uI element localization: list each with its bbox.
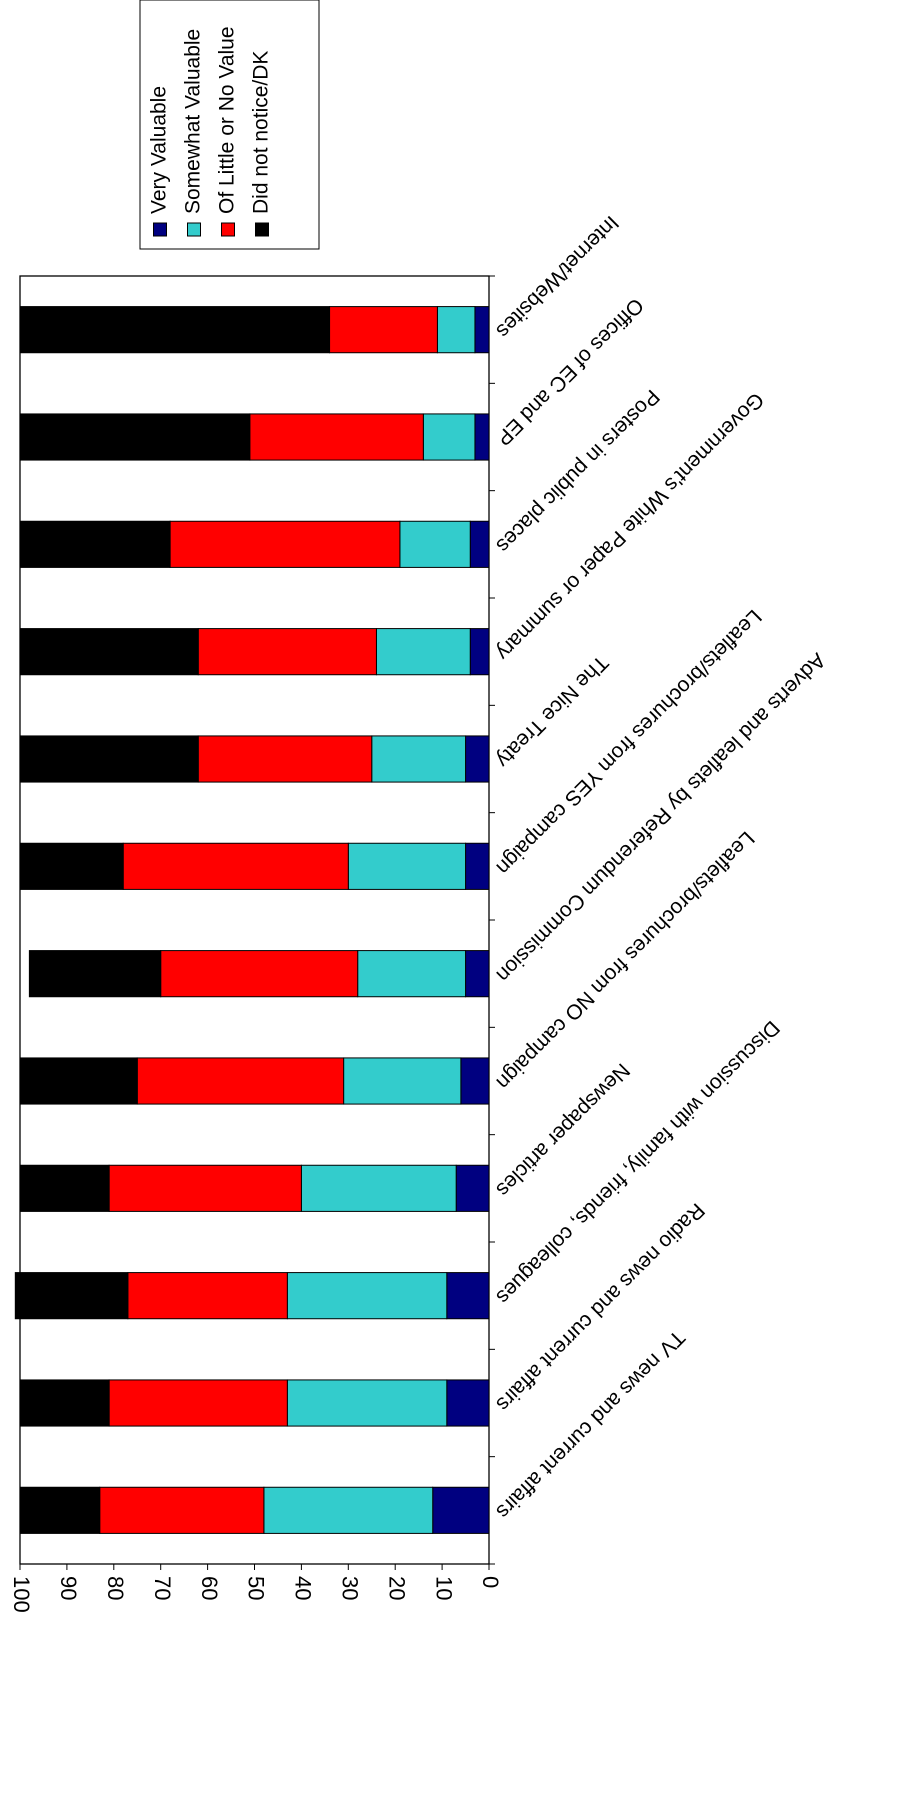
value-tick-label-50: 50 bbox=[244, 1576, 269, 1600]
bar-segment-did-not-notice-dk-4 bbox=[19, 1057, 138, 1105]
value-tick-label-30: 30 bbox=[337, 1576, 362, 1600]
bar-segment-very-valuable-10 bbox=[474, 413, 490, 461]
legend-label-did-not-notice-dk: Did not notice/DK bbox=[250, 51, 273, 214]
legend-label-of-little-or-no-value: Of Little or No Value bbox=[216, 26, 239, 214]
bar-segment-of-little-or-no-value-3 bbox=[108, 1164, 302, 1212]
bar-segment-did-not-notice-dk-0 bbox=[19, 1486, 101, 1534]
bar-segment-somewhat-valuable-6 bbox=[347, 842, 467, 890]
value-tick-label-10: 10 bbox=[431, 1576, 456, 1600]
bars bbox=[14, 306, 490, 1534]
bar-segment-somewhat-valuable-9 bbox=[399, 520, 471, 568]
legend-swatch-of-little-or-no-value bbox=[221, 222, 235, 237]
bar-segment-of-little-or-no-value-11 bbox=[329, 306, 438, 354]
bar-segment-very-valuable-2 bbox=[446, 1272, 490, 1320]
legend-label-very-valuable: Very Valuable bbox=[148, 86, 171, 214]
bar-segment-of-little-or-no-value-10 bbox=[249, 413, 424, 461]
legend-items: Very Valuable Somewhat Valuable Of Little … bbox=[148, 26, 273, 237]
bar-segment-somewhat-valuable-8 bbox=[375, 628, 471, 676]
bar-segment-did-not-notice-dk-11 bbox=[19, 306, 331, 354]
plot-root: 0 10 20 30 40 50 60 70 80 90 100 TV news and curre… bbox=[9, 0, 830, 1613]
bar-segment-very-valuable-9 bbox=[469, 520, 490, 568]
bar-segment-somewhat-valuable-1 bbox=[286, 1379, 448, 1427]
bar-segment-did-not-notice-dk-6 bbox=[19, 842, 124, 890]
bar-segment-very-valuable-1 bbox=[446, 1379, 490, 1427]
bar-segment-somewhat-valuable-2 bbox=[286, 1272, 448, 1320]
value-tick-label-40: 40 bbox=[291, 1576, 316, 1600]
bar-segment-of-little-or-no-value-5 bbox=[160, 950, 359, 998]
legend: Very Valuable Somewhat Valuable Of Little … bbox=[139, 0, 320, 250]
bar-segment-of-little-or-no-value-6 bbox=[122, 842, 349, 890]
bar-segment-did-not-notice-dk-9 bbox=[19, 520, 171, 568]
value-tick-label-80: 80 bbox=[103, 1576, 128, 1600]
bar-segment-somewhat-valuable-10 bbox=[422, 413, 476, 461]
bar-segment-did-not-notice-dk-1 bbox=[19, 1379, 110, 1427]
bar-segment-of-little-or-no-value-7 bbox=[197, 735, 373, 783]
bar-segment-did-not-notice-dk-2 bbox=[14, 1272, 129, 1320]
bar-segment-of-little-or-no-value-4 bbox=[136, 1057, 345, 1105]
bar-segment-of-little-or-no-value-9 bbox=[169, 520, 401, 568]
bar-segment-very-valuable-7 bbox=[465, 735, 490, 783]
bar-segment-did-not-notice-dk-5 bbox=[28, 950, 162, 998]
category-label-0: TV news and current affairs bbox=[492, 1326, 690, 1524]
bar-segment-of-little-or-no-value-2 bbox=[127, 1272, 288, 1320]
category-label-7: The Nice Treaty bbox=[491, 651, 612, 772]
value-axis: 0 10 20 30 40 50 60 70 80 90 100 bbox=[9, 275, 503, 1613]
category-label-1: Radio news and current affairs bbox=[492, 1198, 709, 1415]
bar-segment-somewhat-valuable-3 bbox=[300, 1164, 457, 1212]
value-tick-label-0: 0 bbox=[478, 1576, 503, 1588]
value-tick-label-20: 20 bbox=[384, 1576, 409, 1600]
bar-segment-very-valuable-4 bbox=[460, 1057, 490, 1105]
plot-area bbox=[19, 275, 490, 1565]
bar-segment-very-valuable-5 bbox=[465, 950, 490, 998]
legend-swatch-somewhat-valuable bbox=[187, 222, 201, 237]
legend-label-somewhat-valuable: Somewhat Valuable bbox=[182, 29, 205, 214]
bar-segment-did-not-notice-dk-7 bbox=[19, 735, 199, 783]
bar-segment-somewhat-valuable-0 bbox=[263, 1486, 434, 1534]
bar-segment-of-little-or-no-value-1 bbox=[108, 1379, 288, 1427]
bar-segment-very-valuable-8 bbox=[469, 628, 490, 676]
value-tick-label-90: 90 bbox=[56, 1576, 81, 1600]
bar-segment-very-valuable-6 bbox=[465, 842, 490, 890]
legend-swatch-did-not-notice-dk bbox=[255, 222, 269, 237]
bar-segment-of-little-or-no-value-0 bbox=[99, 1486, 265, 1534]
bar-segment-somewhat-valuable-4 bbox=[343, 1057, 462, 1105]
bar-segment-somewhat-valuable-5 bbox=[357, 950, 467, 998]
bar-segment-did-not-notice-dk-8 bbox=[19, 628, 199, 676]
legend-swatch-very-valuable bbox=[153, 222, 167, 237]
legend-box bbox=[139, 0, 320, 250]
value-tick-label-100: 100 bbox=[9, 1576, 34, 1613]
bar-segment-did-not-notice-dk-10 bbox=[19, 413, 251, 461]
bar-segment-somewhat-valuable-11 bbox=[436, 306, 476, 354]
bar-segment-very-valuable-11 bbox=[474, 306, 490, 354]
bar-segment-did-not-notice-dk-3 bbox=[19, 1164, 110, 1212]
value-tick-label-70: 70 bbox=[150, 1576, 175, 1600]
bar-segment-very-valuable-0 bbox=[432, 1486, 490, 1534]
bar-segment-somewhat-valuable-7 bbox=[371, 735, 467, 783]
value-tick-label-60: 60 bbox=[197, 1576, 222, 1600]
bar-segment-very-valuable-3 bbox=[455, 1164, 490, 1212]
bar-segment-of-little-or-no-value-8 bbox=[197, 628, 377, 676]
